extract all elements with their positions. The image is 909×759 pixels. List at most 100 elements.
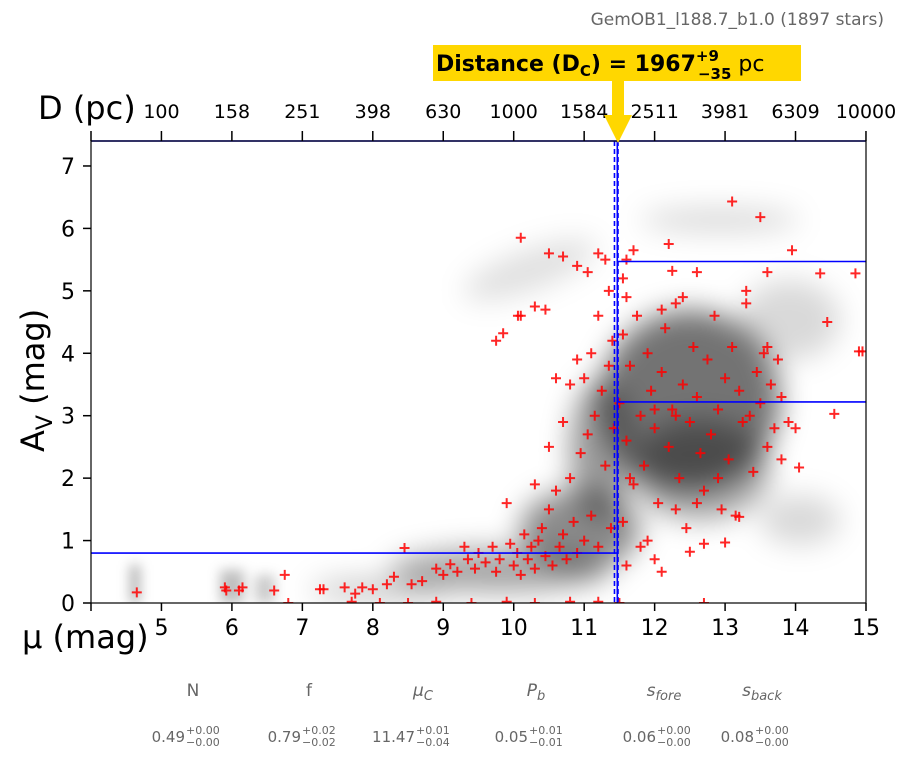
param-value: 0.49: [152, 728, 185, 746]
data-point: [593, 541, 604, 552]
param-minus-error: −0.00: [186, 736, 220, 749]
data-point: [431, 563, 442, 574]
data-point: [702, 354, 713, 365]
data-point: [734, 511, 745, 522]
data-point: [515, 232, 526, 243]
param-value: 0.79: [268, 728, 301, 746]
data-point: [850, 268, 861, 279]
data-point: [624, 473, 635, 484]
data-point: [501, 596, 512, 603]
data-point: [769, 423, 780, 434]
data-point: [741, 298, 752, 309]
param-name: μC: [412, 681, 434, 704]
density-background: [130, 208, 840, 603]
y-tick-label: 5: [61, 280, 75, 305]
y-tick-label: 1: [61, 530, 75, 555]
data-point: [674, 473, 685, 484]
data-point: [459, 541, 470, 552]
data-point: [501, 498, 512, 509]
data-point: [554, 541, 565, 552]
top-tick-label: 100: [143, 101, 179, 123]
data-point: [431, 596, 442, 603]
data-point: [727, 342, 738, 353]
data-point: [691, 498, 702, 509]
y-axis-label: AV (mag): [14, 309, 58, 452]
data-point: [551, 485, 561, 496]
data-point: [670, 298, 681, 309]
param-minus-error: −0.02: [302, 736, 336, 749]
data-point: [403, 598, 414, 603]
x-tick-label: 7: [295, 616, 309, 641]
data-point: [706, 429, 716, 440]
top-tick-label: 1584: [560, 101, 608, 123]
top-tick-label: 2511: [630, 101, 678, 123]
data-point: [593, 248, 604, 259]
data-point: [543, 504, 554, 515]
data-point: [536, 523, 547, 534]
top-tick-label: 10000: [836, 101, 896, 123]
data-point: [670, 410, 681, 421]
data-point: [381, 579, 392, 590]
data-point: [621, 254, 632, 265]
data-point: [374, 598, 385, 603]
data-point: [776, 454, 787, 465]
data-point: [603, 285, 614, 296]
data-point: [406, 579, 417, 590]
data-point: [677, 379, 688, 390]
top-tick-label: 1000: [490, 101, 538, 123]
data-point: [388, 571, 399, 582]
data-point: [558, 251, 569, 262]
data-point: [617, 329, 628, 340]
top-axis-label: D (pc): [38, 89, 136, 127]
data-point: [755, 212, 766, 223]
x-tick-label: 12: [641, 616, 669, 641]
data-point: [741, 285, 752, 296]
data-point: [540, 304, 551, 315]
data-point: [695, 448, 706, 459]
data-point: [568, 516, 579, 527]
data-point: [656, 304, 667, 315]
data-point: [765, 379, 776, 390]
x-tick-label: 15: [852, 616, 880, 641]
data-point: [529, 479, 540, 490]
param-name: sback: [742, 681, 782, 704]
data-point: [688, 342, 699, 353]
param-value: 0.08: [721, 728, 754, 746]
param-minus-error: −0.00: [657, 736, 691, 749]
data-point: [720, 537, 731, 548]
data-point: [762, 441, 773, 452]
param-plus-error: +0.00: [657, 724, 691, 737]
data-point: [772, 354, 783, 365]
data-point: [350, 588, 361, 599]
data-point: [684, 546, 695, 557]
data-point: [529, 301, 540, 312]
data-point: [283, 598, 294, 603]
data-point: [628, 479, 639, 490]
data-point: [762, 267, 773, 278]
y-tick-label: 7: [61, 155, 75, 180]
data-point: [547, 560, 558, 571]
param-name: N: [187, 681, 200, 701]
param-value: 0.06: [623, 728, 656, 746]
param-minus-error: −0.04: [416, 736, 450, 749]
data-point: [698, 485, 709, 496]
data-point: [656, 566, 667, 577]
data-point: [269, 585, 280, 596]
data-point: [519, 529, 530, 540]
data-point: [709, 310, 720, 321]
data-point: [221, 585, 232, 596]
data-point: [452, 566, 463, 577]
data-point: [822, 317, 833, 328]
x-tick-label: 6: [225, 616, 239, 641]
top-tick-label: 6309: [771, 101, 819, 123]
y-tick-label: 2: [61, 467, 75, 492]
data-point: [438, 569, 449, 580]
data-point: [790, 423, 801, 434]
param-plus-error: +0.00: [186, 724, 220, 737]
data-point: [663, 239, 674, 250]
distance-annotation: Distance (DC) = 1967+9 −35 pc: [436, 47, 764, 83]
data-point: [656, 367, 667, 377]
data-point: [603, 360, 614, 371]
